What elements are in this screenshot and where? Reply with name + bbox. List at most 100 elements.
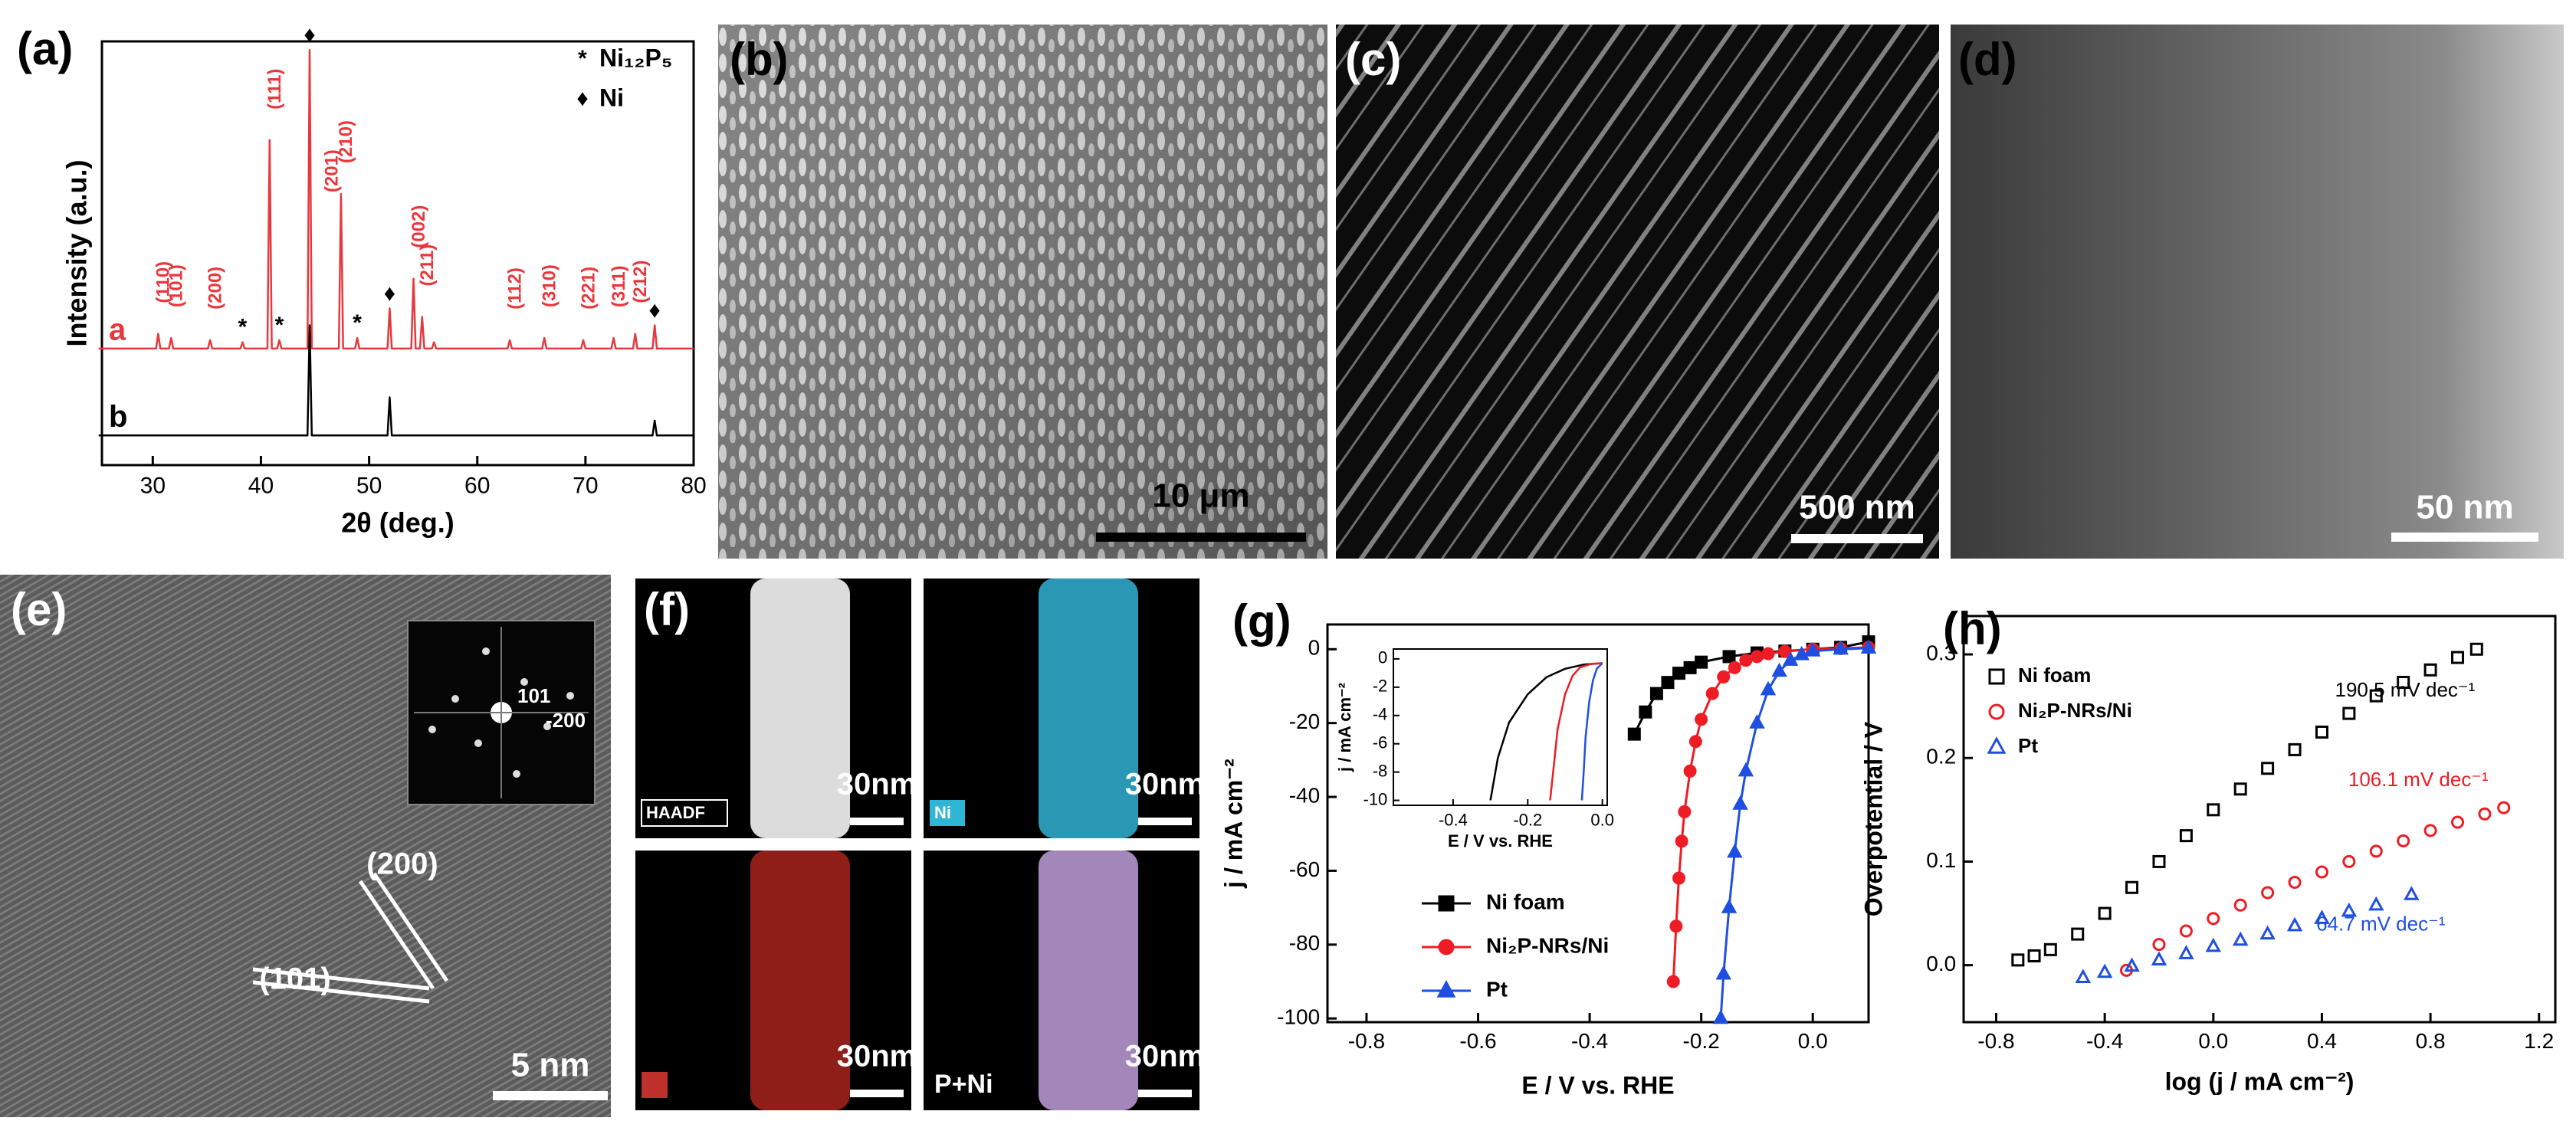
- marker: [1688, 735, 1702, 749]
- marker: [1833, 640, 1849, 655]
- fft-spot: [482, 647, 490, 655]
- y-tick-label: 0.1: [1926, 848, 1956, 872]
- x-tick-label: 0.8: [2416, 1029, 2446, 1053]
- peak-label: (112): [504, 267, 525, 310]
- x-tick-label: -0.4: [2086, 1029, 2123, 1053]
- marker: [2098, 906, 2112, 920]
- series-label: b: [109, 400, 127, 434]
- marker: [1722, 650, 1736, 664]
- peak-label: (212): [630, 261, 651, 303]
- x-tick-label: -0.4: [1439, 811, 1468, 830]
- marker: [2288, 742, 2302, 756]
- panel-label: (c): [1345, 34, 1401, 85]
- fft-label: -200: [546, 709, 586, 732]
- scale-bar-label: 50 nm: [2416, 489, 2513, 526]
- x-tick-label: 0.0: [2198, 1029, 2228, 1053]
- y-tick-label: 0.3: [1926, 641, 1956, 664]
- marker: [2207, 912, 2220, 926]
- marker: [1666, 975, 1680, 988]
- lattice-line: [252, 980, 430, 1004]
- marker: [2232, 931, 2249, 946]
- x-axis-label: 2θ (deg.): [341, 507, 454, 539]
- marker: [1778, 644, 1792, 658]
- lattice-line: [252, 967, 430, 991]
- marker: [2152, 938, 2166, 952]
- marker: [1627, 727, 1641, 741]
- y-axis-label: j / mA cm⁻²: [1335, 683, 1354, 772]
- marker: [2259, 925, 2276, 940]
- x-tick-label: -0.8: [1977, 1029, 2014, 1053]
- fft-spot: [474, 739, 482, 747]
- marker: [2286, 916, 2303, 932]
- marker: [1988, 703, 2005, 720]
- x-tick-label: -0.8: [1348, 1029, 1385, 1053]
- marker: [2096, 963, 2113, 978]
- marker: [1771, 662, 1787, 677]
- series-line: [1549, 662, 1603, 801]
- fft-spot: [566, 692, 574, 700]
- y-tick-label: -10: [1363, 789, 1388, 808]
- marker: [1715, 965, 1731, 980]
- series-label: a: [109, 313, 126, 346]
- peak-label: (310): [540, 264, 560, 307]
- marker: [2315, 865, 2328, 879]
- peak-label: (211): [417, 244, 438, 287]
- eds-band: [1039, 579, 1138, 838]
- eds-band: [750, 851, 850, 1110]
- peak-label: (210): [336, 120, 356, 163]
- channel-label: P+Ni: [934, 1070, 993, 1099]
- legend-label: Pt: [2018, 734, 2038, 757]
- scale-bar-label: 30nm: [1125, 1040, 1206, 1073]
- channel-box: [641, 799, 728, 827]
- marker: [2152, 854, 2166, 868]
- lattice-line: [358, 880, 435, 990]
- marker: [1988, 668, 2005, 685]
- legend-symbol: *: [578, 46, 587, 71]
- marker: [1760, 680, 1777, 696]
- x-axis-label: log (j / mA cm⁻²): [2165, 1067, 2354, 1095]
- panel-label: (b): [730, 34, 789, 85]
- peak-label: (101): [166, 264, 187, 307]
- series-line: [1489, 662, 1603, 801]
- marker: [2451, 651, 2465, 664]
- marker: [2071, 927, 2085, 941]
- marker: [2027, 949, 2041, 962]
- marker: [2369, 844, 2383, 858]
- peak-label: (111): [264, 68, 285, 109]
- scale-bar-label: 500 nm: [1799, 489, 1915, 526]
- eds-band: [1039, 851, 1138, 1110]
- marker: [2369, 689, 2383, 703]
- marker: [1695, 655, 1708, 669]
- marker: [1678, 805, 1692, 818]
- marker: [2205, 937, 2222, 952]
- fft-spot: [513, 770, 520, 778]
- marker: [2288, 875, 2302, 889]
- marker: [1804, 642, 1821, 657]
- scale-bar-label: 30nm: [837, 768, 917, 801]
- fft-spot: [428, 726, 436, 733]
- marker: [2261, 762, 2275, 775]
- micrograph: [1336, 25, 1939, 559]
- marker: [1438, 939, 1455, 955]
- legend-label: Ni₂P-NRs/Ni: [1486, 933, 1609, 957]
- marker: [1739, 654, 1753, 667]
- y-tick-label: -20: [1289, 710, 1320, 733]
- marker: [1705, 687, 1719, 700]
- series-line: [1580, 662, 1603, 801]
- channel-label: Ni: [934, 803, 951, 822]
- slope-annotation: 64.7 mV dec⁻¹: [2316, 913, 2446, 936]
- marker: [2178, 945, 2194, 959]
- channel-box: [930, 800, 965, 826]
- legend-label: Ni₁₂P₅: [599, 44, 672, 71]
- plane-label: (101): [259, 962, 330, 996]
- x-tick-label: 0.4: [2307, 1029, 2337, 1053]
- y-axis-label: Overpotential / V: [1859, 721, 1887, 916]
- phase-marker: ♦: [304, 22, 315, 48]
- x-axis-label: E / V vs. RHE: [1521, 1071, 1674, 1099]
- plot-frame: [1962, 615, 2557, 1024]
- phase-marker: ♦: [649, 297, 661, 323]
- legend-label: Pt: [1486, 977, 1508, 1001]
- micrograph-shade: [718, 25, 1327, 559]
- scale-bar-label: 30nm: [1125, 768, 1206, 801]
